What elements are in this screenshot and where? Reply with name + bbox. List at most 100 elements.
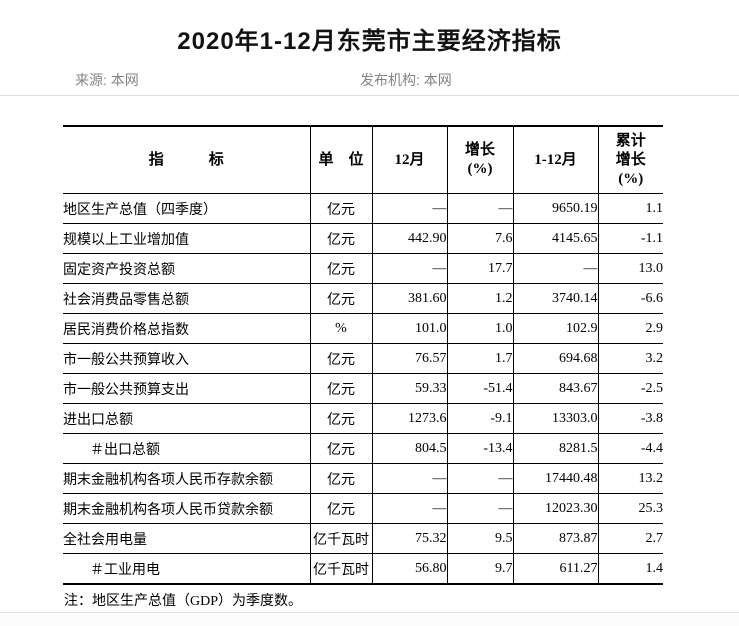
cell-december: — — [371, 193, 448, 224]
col-header-indicator: 指 标 — [63, 125, 311, 194]
cell-indicator: 全社会用电量 — [63, 523, 311, 554]
cell-growth: 17.7 — [446, 253, 514, 284]
cell-cumulative: 3.2 — [597, 343, 663, 374]
page-bottom-rule — [0, 612, 739, 626]
table-row: 社会消费品零售总额 亿元 381.60 1.2 3740.14 -6.6 — [63, 283, 663, 314]
cell-december: 804.5 — [371, 433, 448, 464]
table-row: ＃出口总额 亿元 804.5 -13.4 8281.5 -4.4 — [63, 433, 663, 464]
cell-indicator: 期末金融机构各项人民币贷款余额 — [63, 493, 311, 524]
cell-indicator: ＃工业用电 — [63, 553, 311, 585]
cell-cumulative: -4.4 — [597, 433, 663, 464]
cell-cumulative: 2.7 — [597, 523, 663, 554]
cell-indicator: 市一般公共预算收入 — [63, 343, 311, 374]
cell-cumulative: 13.2 — [597, 463, 663, 494]
table-row: 规模以上工业增加值 亿元 442.90 7.6 4145.65 -1.1 — [63, 223, 663, 254]
col-header-cumulative-growth: 累计 增长 (%) — [597, 125, 663, 194]
table-row: 市一般公共预算收入 亿元 76.57 1.7 694.68 3.2 — [63, 343, 663, 374]
cell-growth: -13.4 — [446, 433, 514, 464]
cell-indicator: 居民消费价格总指数 — [63, 313, 311, 344]
cell-december: 76.57 — [371, 343, 448, 374]
cell-unit: 亿元 — [309, 253, 373, 284]
header-divider — [0, 95, 739, 96]
table-header-row: 指 标 单 位 12月 增长 (%) 1-12月 累计 增长 (%) — [63, 125, 663, 194]
cell-cumulative: 1.4 — [597, 553, 663, 585]
col-header-cum-line3: (%) — [618, 170, 644, 187]
cell-jan-dec: 843.67 — [512, 373, 599, 404]
cell-growth: -9.1 — [446, 403, 514, 434]
cell-cumulative: 25.3 — [597, 493, 663, 524]
cell-cumulative: 1.1 — [597, 193, 663, 224]
cell-growth: — — [446, 493, 514, 524]
cell-jan-dec: — — [512, 253, 599, 284]
table-row: 地区生产总值（四季度） 亿元 — — 9650.19 1.1 — [63, 193, 663, 224]
cell-growth: 1.7 — [446, 343, 514, 374]
cell-december: 59.33 — [371, 373, 448, 404]
cell-growth: — — [446, 193, 514, 224]
cell-unit: 亿元 — [309, 433, 373, 464]
cell-unit: 亿元 — [309, 193, 373, 224]
cell-jan-dec: 17440.48 — [512, 463, 599, 494]
table-row: 进出口总额 亿元 1273.6 -9.1 13303.0 -3.8 — [63, 403, 663, 434]
cell-jan-dec: 611.27 — [512, 553, 599, 585]
cell-cumulative: -6.6 — [597, 283, 663, 314]
cell-december: — — [371, 493, 448, 524]
cell-cumulative: -3.8 — [597, 403, 663, 434]
cell-jan-dec: 12023.30 — [512, 493, 599, 524]
cell-unit: 亿千瓦时 — [309, 523, 373, 554]
table-row: 期末金融机构各项人民币存款余额 亿元 — — 17440.48 13.2 — [63, 463, 663, 494]
source-label: 来源: 本网 — [75, 72, 139, 88]
page-title: 2020年1-12月东莞市主要经济指标 — [177, 28, 562, 55]
footnote: 注：地区生产总值（GDP）为季度数。 — [64, 594, 303, 609]
cell-december: 1273.6 — [371, 403, 448, 434]
cell-indicator: 地区生产总值（四季度） — [63, 193, 311, 224]
cell-december: — — [371, 253, 448, 284]
col-header-growth-line2: (%) — [467, 161, 493, 177]
cell-cumulative: 13.0 — [597, 253, 663, 284]
cell-unit: 亿元 — [309, 463, 373, 494]
cell-december: 56.80 — [371, 553, 448, 585]
cell-jan-dec: 3740.14 — [512, 283, 599, 314]
cell-indicator: 进出口总额 — [63, 403, 311, 434]
cell-unit: 亿元 — [309, 283, 373, 314]
cell-december: 442.90 — [371, 223, 448, 254]
cell-indicator: ＃出口总额 — [63, 433, 311, 464]
col-header-unit: 单 位 — [309, 125, 373, 194]
cell-unit: 亿元 — [309, 493, 373, 524]
table-row: 固定资产投资总额 亿元 — 17.7 — 13.0 — [63, 253, 663, 284]
cell-unit: 亿元 — [309, 373, 373, 404]
cell-jan-dec: 873.87 — [512, 523, 599, 554]
cell-cumulative: -2.5 — [597, 373, 663, 404]
cell-growth: — — [446, 463, 514, 494]
cell-unit: 亿元 — [309, 343, 373, 374]
cell-unit: 亿元 — [309, 403, 373, 434]
cell-indicator: 社会消费品零售总额 — [63, 283, 311, 314]
cell-growth: 1.2 — [446, 283, 514, 314]
cell-cumulative: -1.1 — [597, 223, 663, 254]
cell-growth: 9.5 — [446, 523, 514, 554]
cell-unit: % — [309, 313, 373, 344]
col-header-growth: 增长 (%) — [446, 125, 514, 194]
cell-growth: -51.4 — [446, 373, 514, 404]
cell-indicator: 市一般公共预算支出 — [63, 373, 311, 404]
table-row: 期末金融机构各项人民币贷款余额 亿元 — — 12023.30 25.3 — [63, 493, 663, 524]
cell-jan-dec: 13303.0 — [512, 403, 599, 434]
cell-unit: 亿千瓦时 — [309, 553, 373, 585]
cell-growth: 9.7 — [446, 553, 514, 585]
cell-unit: 亿元 — [309, 223, 373, 254]
col-header-growth-line1: 增长 — [464, 142, 495, 158]
publisher-label: 发布机构: 本网 — [360, 72, 452, 88]
col-header-jan-dec: 1-12月 — [512, 125, 599, 194]
cell-jan-dec: 9650.19 — [512, 193, 599, 224]
meta-row: 来源: 本网 发布机构: 本网 — [0, 70, 739, 90]
cell-december: 101.0 — [371, 313, 448, 344]
cell-indicator: 固定资产投资总额 — [63, 253, 311, 284]
table-row: ＃工业用电 亿千瓦时 56.80 9.7 611.27 1.4 — [63, 553, 663, 585]
cell-jan-dec: 694.68 — [512, 343, 599, 374]
table-row: 居民消费价格总指数 % 101.0 1.0 102.9 2.9 — [63, 313, 663, 344]
cell-december: 381.60 — [371, 283, 448, 314]
col-header-cum-line1: 累计 — [615, 132, 646, 149]
cell-jan-dec: 102.9 — [512, 313, 599, 344]
cell-cumulative: 2.9 — [597, 313, 663, 344]
col-header-december: 12月 — [371, 125, 448, 194]
cell-december: — — [371, 463, 448, 494]
